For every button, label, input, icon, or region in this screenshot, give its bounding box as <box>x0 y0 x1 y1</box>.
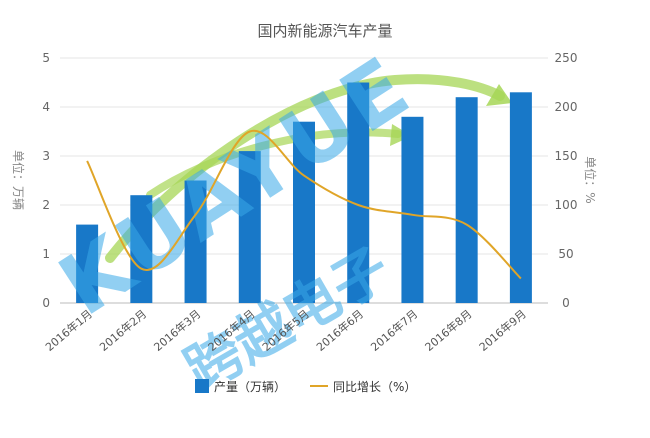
legend-line-label: 同比增长（%） <box>333 380 416 394</box>
right-tick-label: 200 <box>555 100 578 114</box>
trend-arrow-upper <box>105 74 505 263</box>
x-tick-label: 2016年9月 <box>476 307 529 354</box>
left-axis-title: 单位：万辆 <box>11 150 26 210</box>
legend-bar-swatch <box>195 379 209 393</box>
right-tick-label: 0 <box>562 296 570 310</box>
bar <box>455 97 478 303</box>
right-tick-label: 150 <box>555 149 578 163</box>
left-tick-label: 2 <box>42 198 50 212</box>
right-tick-label: 250 <box>555 51 578 65</box>
growth-line <box>86 129 522 280</box>
bar <box>238 151 261 303</box>
legend: 产量（万辆） 同比增长（%） <box>195 379 416 394</box>
trend-arrowhead-upper <box>486 84 512 106</box>
chart-title: 国内新能源汽车产量 <box>257 22 392 40</box>
bar <box>184 180 207 303</box>
left-tick-label: 4 <box>42 100 50 114</box>
bar <box>293 121 315 303</box>
bar-series <box>76 82 532 303</box>
left-tick-label: 1 <box>42 247 50 261</box>
trend-arrowhead-lower <box>390 124 412 146</box>
bar <box>347 82 370 303</box>
left-tick-label: 5 <box>42 51 50 65</box>
right-tick-label: 50 <box>558 247 573 261</box>
right-axis-ticks: 0 50 100 150 200 250 <box>555 51 578 310</box>
right-tick-label: 100 <box>555 198 578 212</box>
x-tick-label: 2016年7月 <box>368 307 421 354</box>
x-tick-label: 2016年1月 <box>42 307 95 354</box>
bar <box>76 224 99 303</box>
x-tick-label: 2016年8月 <box>422 307 475 354</box>
left-tick-label: 0 <box>42 296 50 310</box>
bar <box>509 92 532 303</box>
right-axis-title: 单位：% <box>583 156 598 203</box>
legend-bar-label: 产量（万辆） <box>214 380 286 394</box>
left-tick-label: 3 <box>42 149 50 163</box>
bar <box>401 116 424 303</box>
bar <box>130 195 153 303</box>
left-axis-ticks: 0 1 2 3 4 5 <box>42 51 50 310</box>
